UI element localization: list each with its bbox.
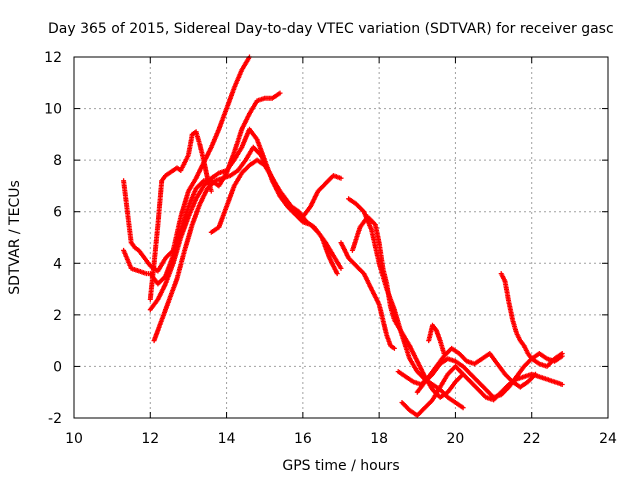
x-tick-label: 22 bbox=[523, 431, 541, 447]
y-tick-label: -2 bbox=[48, 411, 62, 427]
x-tick-labels: 10 12 14 16 18 20 22 24 bbox=[65, 431, 617, 447]
data-point bbox=[559, 382, 565, 387]
data-point bbox=[334, 271, 340, 277]
y-tick-label: 12 bbox=[44, 50, 62, 66]
data-point bbox=[391, 345, 397, 351]
series-arc6 bbox=[208, 157, 344, 235]
plot-frame bbox=[73, 56, 609, 419]
series-arc13 bbox=[426, 322, 447, 356]
grid bbox=[74, 57, 608, 418]
x-tick-label: 24 bbox=[599, 431, 617, 447]
y-tick-label: 4 bbox=[53, 256, 62, 272]
y-tick-label: 6 bbox=[53, 205, 62, 221]
x-tick-label: 16 bbox=[294, 431, 312, 447]
x-tick-label: 12 bbox=[141, 431, 159, 447]
series-arc14 bbox=[498, 271, 565, 369]
x-tick-label: 18 bbox=[370, 431, 388, 447]
data-point bbox=[208, 188, 214, 194]
data-point bbox=[338, 175, 344, 181]
x-tick-label: 20 bbox=[447, 431, 465, 447]
chart-title: Day 365 of 2015, Sidereal Day-to-day VTE… bbox=[48, 21, 614, 37]
series-arc9 bbox=[338, 240, 397, 351]
data-point bbox=[338, 265, 344, 271]
y-tick-label: 2 bbox=[53, 308, 62, 324]
y-tick-label: 10 bbox=[44, 102, 62, 118]
data-marks bbox=[121, 54, 565, 418]
y-tick-label: 0 bbox=[53, 359, 62, 375]
axis-ticks bbox=[73, 56, 609, 419]
data-point bbox=[441, 351, 447, 356]
y-tick-labels: -2 0 2 4 6 8 10 12 bbox=[44, 50, 62, 427]
data-point bbox=[559, 351, 565, 356]
y-axis-label: SDTVAR / TECUs bbox=[7, 180, 23, 295]
x-tick-label: 10 bbox=[65, 431, 83, 447]
series-arc1 bbox=[121, 54, 252, 274]
series-arc8 bbox=[349, 214, 466, 400]
data-point bbox=[277, 90, 283, 96]
x-axis-label: GPS time / hours bbox=[282, 458, 399, 474]
x-tick-label: 14 bbox=[218, 431, 236, 447]
data-point bbox=[460, 405, 466, 411]
y-tick-label: 8 bbox=[53, 153, 62, 169]
